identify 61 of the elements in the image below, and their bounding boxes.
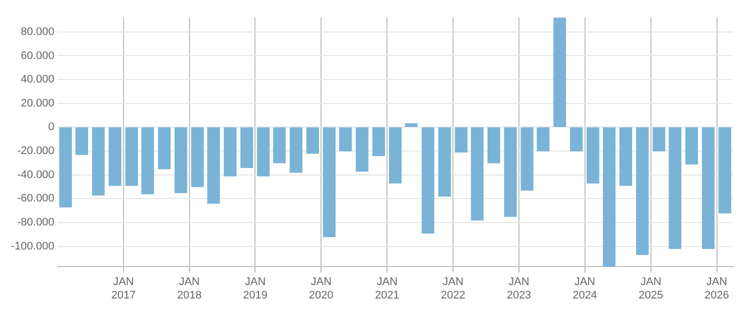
- bar: [570, 127, 583, 152]
- bar: [108, 127, 122, 186]
- y-tick-label: -100.000: [10, 240, 54, 252]
- bar: [438, 127, 451, 197]
- x-tick-label: JAN 2019: [243, 276, 268, 302]
- bar: [125, 127, 138, 186]
- bar: [306, 127, 319, 154]
- bar: [652, 127, 666, 152]
- y-tick-label: -60.000: [17, 192, 54, 205]
- bar: [191, 127, 204, 188]
- y-tick-label: 0: [48, 121, 54, 134]
- x-tick-label: JAN 2018: [177, 276, 202, 302]
- bar: [356, 127, 368, 172]
- bar: [322, 127, 336, 238]
- y-tick-label: 80.000: [20, 26, 54, 38]
- bar: [141, 127, 154, 194]
- bar: [553, 18, 566, 128]
- x-tick-label: JAN 2017: [111, 276, 136, 302]
- bar: [372, 127, 386, 156]
- bar: [422, 127, 434, 234]
- y-tick-label: -80.000: [17, 216, 54, 229]
- y-tick-label: 60.000: [20, 50, 54, 62]
- bar: [290, 127, 302, 173]
- bar: [339, 127, 352, 152]
- bar: [388, 127, 402, 184]
- bar: [586, 127, 600, 184]
- bar: [602, 127, 616, 267]
- y-tick-label: 40.000: [20, 74, 54, 86]
- bar: [668, 127, 682, 250]
- bar: [273, 127, 286, 164]
- bar: [75, 127, 88, 155]
- bar: [405, 123, 418, 128]
- bar: [702, 127, 715, 250]
- bar: [174, 127, 188, 194]
- y-tick-label: 20.000: [20, 97, 54, 110]
- bar: [59, 127, 72, 208]
- x-tick-label: JAN 2023: [506, 276, 532, 302]
- bar: [520, 127, 534, 191]
- bar: [224, 127, 236, 176]
- x-tick-label: JAN 2024: [572, 276, 598, 302]
- bar: [257, 127, 270, 176]
- x-tick-label: JAN 2020: [308, 276, 334, 302]
- x-tick-label: JAN 2022: [440, 276, 466, 302]
- bar: [718, 127, 732, 214]
- x-tick-label: JAN 2021: [374, 276, 400, 302]
- bar: [504, 127, 517, 217]
- bar: [636, 127, 649, 256]
- x-tick-label: JAN 2026: [704, 276, 729, 302]
- bar: [536, 127, 550, 152]
- bar: [685, 127, 698, 164]
- bar: [207, 127, 220, 204]
- bar: [454, 127, 468, 153]
- bar: [619, 127, 632, 186]
- y-tick-label: -20.000: [17, 145, 54, 158]
- bar: [488, 127, 500, 164]
- bar: [158, 127, 171, 170]
- x-tick-label: JAN 2025: [638, 276, 664, 302]
- bar: [92, 127, 105, 196]
- y-tick-label: -40.000: [17, 168, 54, 181]
- bar: [240, 127, 254, 168]
- bar: [470, 127, 484, 220]
